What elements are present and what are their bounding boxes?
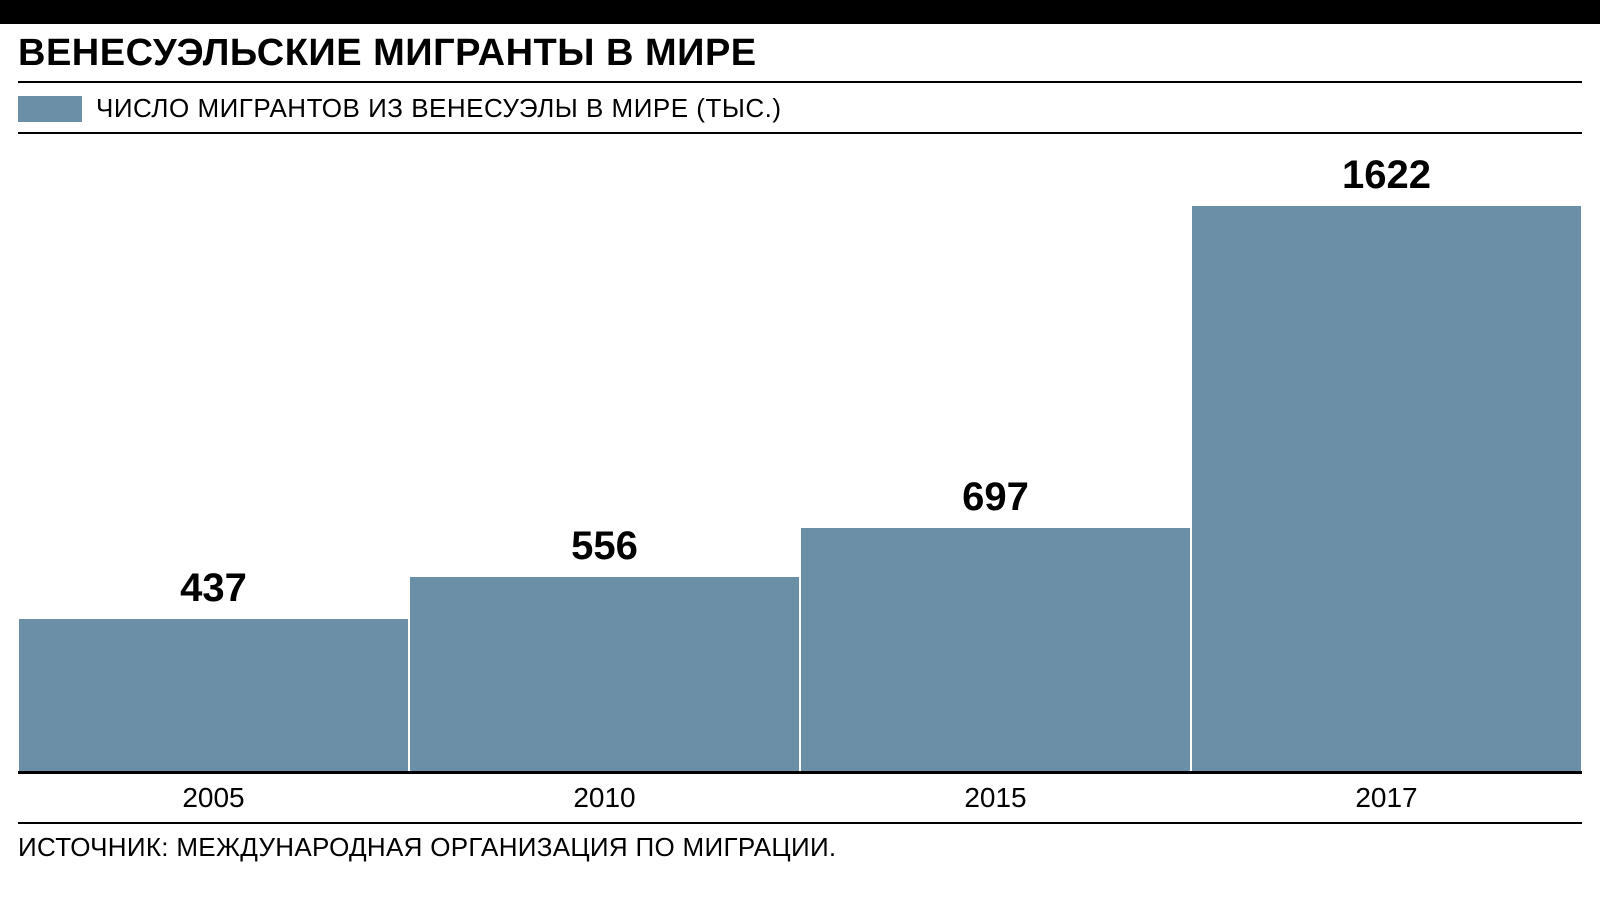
x-tick: 2010 [409, 774, 800, 822]
x-tick: 2005 [18, 774, 409, 822]
x-tick: 2017 [1191, 774, 1582, 822]
bars-container: 437 556 697 1622 [18, 144, 1582, 771]
bar-slot: 556 [409, 144, 800, 771]
content: ВЕНЕСУЭЛЬСКИЕ МИГРАНТЫ В МИРЕ ЧИСЛО МИГР… [0, 24, 1600, 863]
source-text: ИСТОЧНИК: МЕЖДУНАРОДНАЯ ОРГАНИЗАЦИЯ ПО М… [18, 824, 1582, 863]
bar-slot: 1622 [1191, 144, 1582, 771]
bar-rect [1192, 206, 1581, 771]
legend-text: ЧИСЛО МИГРАНТОВ ИЗ ВЕНЕСУЭЛЫ В МИРЕ (ТЫС… [96, 93, 782, 124]
bar-value-label: 697 [962, 475, 1029, 520]
bar-slot: 437 [18, 144, 409, 771]
x-tick: 2015 [800, 774, 1191, 822]
bar-value-label: 437 [180, 566, 247, 611]
bar-value-label: 1622 [1342, 153, 1431, 198]
bar-rect [801, 528, 1190, 771]
bar-rect [19, 619, 408, 771]
chart-title: ВЕНЕСУЭЛЬСКИЕ МИГРАНТЫ В МИРЕ [18, 32, 1582, 83]
bar-rect [410, 577, 799, 771]
legend-swatch [18, 96, 82, 122]
chart-area: 437 556 697 1622 [18, 144, 1582, 774]
bar-slot: 697 [800, 144, 1191, 771]
bar-value-label: 556 [571, 524, 638, 569]
top-bar [0, 0, 1600, 24]
x-axis: 2005 2010 2015 2017 [18, 774, 1582, 824]
legend: ЧИСЛО МИГРАНТОВ ИЗ ВЕНЕСУЭЛЫ В МИРЕ (ТЫС… [18, 89, 1582, 134]
